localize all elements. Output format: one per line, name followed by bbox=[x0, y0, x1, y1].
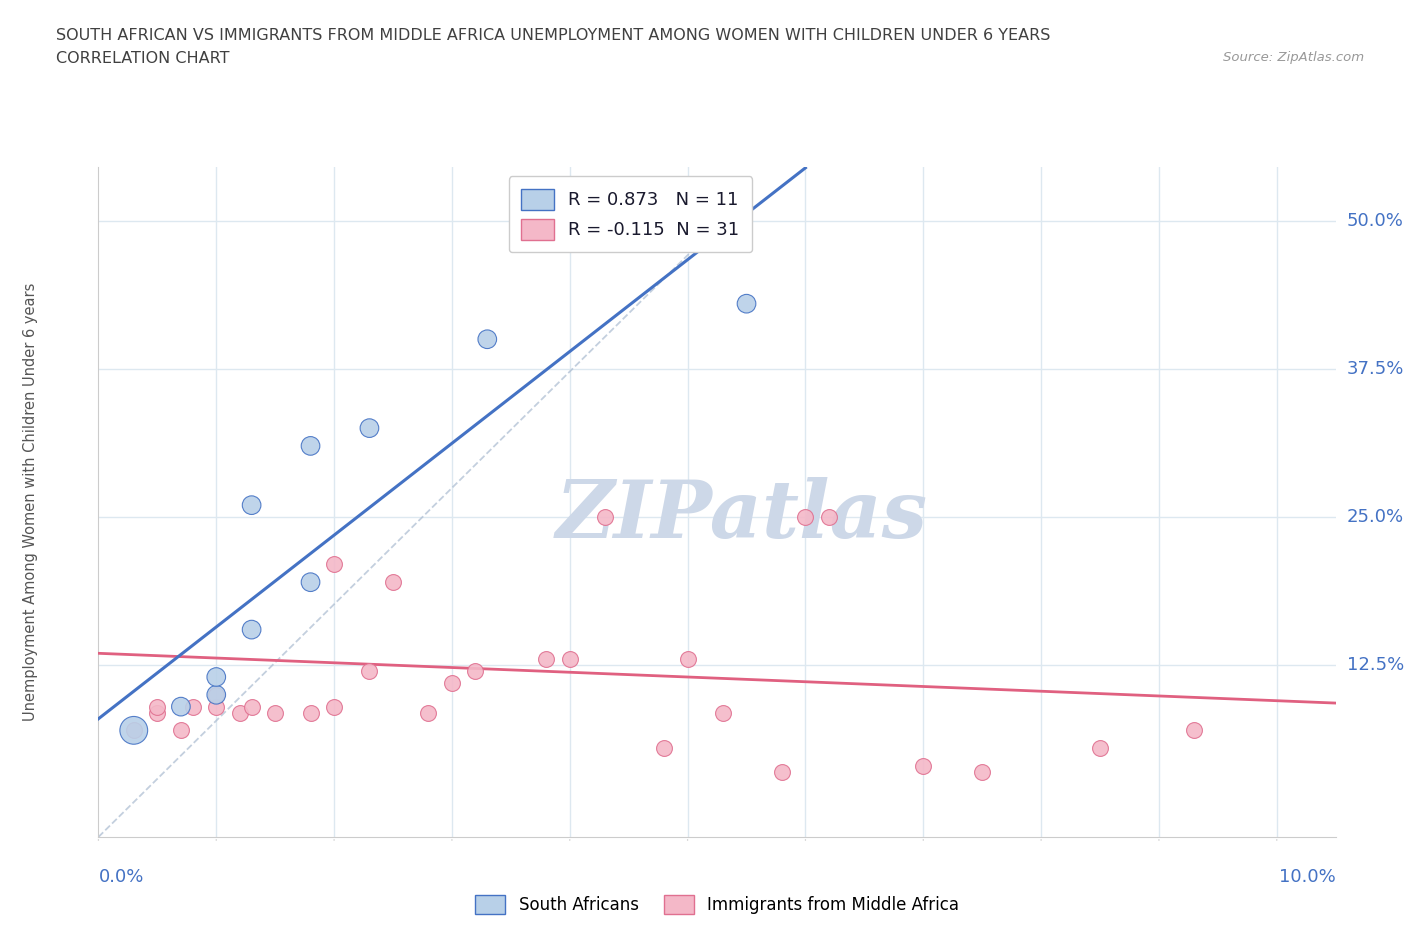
Text: 12.5%: 12.5% bbox=[1347, 657, 1405, 674]
Point bbox=[205, 687, 228, 702]
Text: CORRELATION CHART: CORRELATION CHART bbox=[56, 51, 229, 66]
Point bbox=[464, 664, 486, 679]
Text: 10.0%: 10.0% bbox=[1279, 868, 1336, 885]
Point bbox=[146, 699, 169, 714]
Point bbox=[264, 705, 287, 720]
Point bbox=[229, 705, 252, 720]
Text: ZIPatlas: ZIPatlas bbox=[555, 477, 928, 554]
Point bbox=[418, 705, 440, 720]
Point bbox=[912, 759, 935, 774]
Point bbox=[170, 699, 193, 714]
Point bbox=[359, 664, 381, 679]
Text: 37.5%: 37.5% bbox=[1347, 360, 1405, 378]
Point bbox=[299, 575, 322, 590]
Point bbox=[972, 764, 994, 779]
Point bbox=[770, 764, 793, 779]
Point bbox=[534, 652, 557, 667]
Text: SOUTH AFRICAN VS IMMIGRANTS FROM MIDDLE AFRICA UNEMPLOYMENT AMONG WOMEN WITH CHI: SOUTH AFRICAN VS IMMIGRANTS FROM MIDDLE … bbox=[56, 28, 1050, 43]
Point bbox=[711, 705, 734, 720]
Point bbox=[735, 297, 758, 312]
Point bbox=[146, 705, 169, 720]
Text: 25.0%: 25.0% bbox=[1347, 508, 1405, 526]
Point bbox=[240, 498, 263, 512]
Point bbox=[794, 510, 817, 525]
Point bbox=[652, 740, 675, 755]
Point bbox=[122, 723, 145, 737]
Point bbox=[818, 510, 841, 525]
Point bbox=[122, 723, 145, 737]
Text: Source: ZipAtlas.com: Source: ZipAtlas.com bbox=[1223, 51, 1364, 64]
Point bbox=[205, 670, 228, 684]
Text: 50.0%: 50.0% bbox=[1347, 212, 1403, 230]
Legend: South Africans, Immigrants from Middle Africa: South Africans, Immigrants from Middle A… bbox=[467, 886, 967, 923]
Point bbox=[170, 723, 193, 737]
Point bbox=[593, 510, 616, 525]
Point bbox=[558, 652, 581, 667]
Point bbox=[323, 699, 346, 714]
Text: Unemployment Among Women with Children Under 6 years: Unemployment Among Women with Children U… bbox=[24, 283, 38, 722]
Point bbox=[205, 699, 228, 714]
Point bbox=[299, 438, 322, 453]
Point bbox=[205, 687, 228, 702]
Point bbox=[477, 332, 499, 347]
Point bbox=[240, 622, 263, 637]
Point bbox=[382, 575, 405, 590]
Point bbox=[359, 420, 381, 435]
Point bbox=[1182, 723, 1205, 737]
Point bbox=[181, 699, 204, 714]
Point bbox=[440, 675, 463, 690]
Point bbox=[323, 557, 346, 572]
Point bbox=[1088, 740, 1111, 755]
Point bbox=[240, 699, 263, 714]
Point bbox=[676, 652, 699, 667]
Point bbox=[299, 705, 322, 720]
Text: 0.0%: 0.0% bbox=[98, 868, 143, 885]
